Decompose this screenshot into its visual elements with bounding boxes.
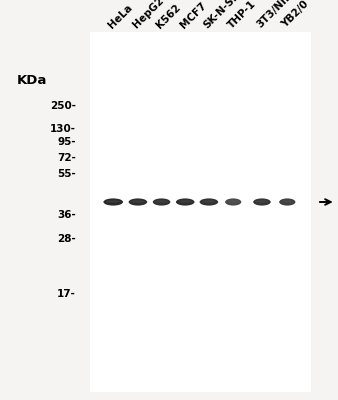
Text: MCF7: MCF7 [178,0,208,30]
Text: HeLa: HeLa [106,2,134,30]
Ellipse shape [202,200,215,203]
Text: THP-1: THP-1 [226,0,258,30]
Bar [90,32,311,392]
Ellipse shape [128,198,147,206]
Text: 55-: 55- [57,169,76,179]
Text: 36-: 36- [57,210,76,220]
Ellipse shape [227,200,239,203]
Ellipse shape [225,198,241,206]
Ellipse shape [155,200,168,203]
Text: 72-: 72- [57,152,76,162]
Text: SK-N-SH: SK-N-SH [202,0,243,30]
Text: HepG2: HepG2 [131,0,166,30]
Ellipse shape [176,198,195,206]
Text: YB2/0: YB2/0 [280,0,311,30]
Ellipse shape [282,200,293,203]
Text: 250-: 250- [50,101,76,111]
Text: 28-: 28- [57,234,76,244]
Ellipse shape [153,198,170,206]
Text: KDa: KDa [17,74,47,86]
Ellipse shape [256,200,268,203]
Text: K562: K562 [154,2,183,30]
Ellipse shape [253,198,271,206]
Ellipse shape [131,200,144,203]
Ellipse shape [103,198,123,206]
Ellipse shape [279,198,295,206]
Text: 3T3/NIH: 3T3/NIH [255,0,295,30]
Text: 95-: 95- [57,137,76,147]
Text: 130-: 130- [50,124,76,134]
Ellipse shape [199,198,218,206]
Ellipse shape [179,200,192,203]
Text: 17-: 17- [57,289,76,299]
Ellipse shape [106,200,120,203]
